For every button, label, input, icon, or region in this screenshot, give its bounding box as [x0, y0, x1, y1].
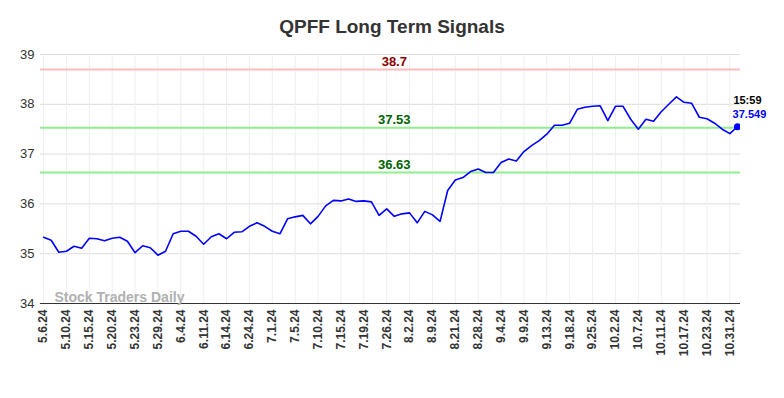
svg-text:38: 38 — [20, 96, 34, 111]
svg-text:37.53: 37.53 — [378, 112, 411, 127]
svg-text:8.28.24: 8.28.24 — [471, 309, 485, 349]
svg-text:5.10.24: 5.10.24 — [59, 309, 73, 349]
svg-text:9.4.24: 9.4.24 — [494, 309, 508, 343]
svg-text:10.7.24: 10.7.24 — [631, 309, 645, 349]
svg-text:15:59: 15:59 — [733, 94, 761, 106]
svg-text:10.11.24: 10.11.24 — [654, 309, 668, 355]
svg-text:7.10.24: 7.10.24 — [311, 309, 325, 349]
svg-text:10.17.24: 10.17.24 — [677, 309, 691, 356]
svg-text:5.20.24: 5.20.24 — [105, 309, 119, 349]
svg-text:36: 36 — [20, 196, 34, 211]
svg-text:37: 37 — [20, 146, 34, 161]
svg-text:39: 39 — [20, 47, 34, 62]
svg-text:9.9.24: 9.9.24 — [517, 309, 531, 343]
svg-text:5.29.24: 5.29.24 — [151, 309, 165, 349]
svg-text:5.15.24: 5.15.24 — [82, 309, 96, 349]
svg-text:10.31.24: 10.31.24 — [723, 309, 737, 356]
svg-text:7.26.24: 7.26.24 — [380, 309, 394, 349]
svg-text:8.9.24: 8.9.24 — [425, 309, 439, 343]
svg-text:7.19.24: 7.19.24 — [357, 309, 371, 349]
svg-text:34: 34 — [20, 296, 34, 311]
svg-text:37.549: 37.549 — [733, 108, 767, 120]
svg-text:6.14.24: 6.14.24 — [219, 309, 233, 349]
svg-text:Stock Traders Daily: Stock Traders Daily — [55, 289, 185, 305]
html-text:QPFF Long Term Signals: QPFF Long Term Signals — [279, 16, 505, 37]
svg-text:8.2.24: 8.2.24 — [402, 309, 416, 343]
svg-text:10.23.24: 10.23.24 — [700, 309, 714, 356]
svg-text:9.13.24: 9.13.24 — [540, 309, 554, 349]
svg-text:36.63: 36.63 — [378, 157, 411, 172]
svg-text:7.1.24: 7.1.24 — [265, 309, 279, 343]
svg-text:9.25.24: 9.25.24 — [585, 309, 599, 349]
svg-text:5.6.24: 5.6.24 — [36, 309, 50, 343]
svg-text:6.24.24: 6.24.24 — [242, 309, 256, 349]
svg-text:7.15.24: 7.15.24 — [334, 309, 348, 349]
svg-text:8.21.24: 8.21.24 — [448, 309, 462, 349]
svg-text:6.11.24: 6.11.24 — [197, 309, 211, 349]
svg-text:35: 35 — [20, 246, 34, 261]
svg-text:9.18.24: 9.18.24 — [563, 309, 577, 349]
svg-text:6.4.24: 6.4.24 — [174, 309, 188, 343]
svg-text:10.2.24: 10.2.24 — [608, 309, 622, 349]
svg-text:5.23.24: 5.23.24 — [128, 309, 142, 349]
svg-text:7.5.24: 7.5.24 — [288, 309, 302, 343]
svg-text:38.7: 38.7 — [382, 54, 407, 69]
